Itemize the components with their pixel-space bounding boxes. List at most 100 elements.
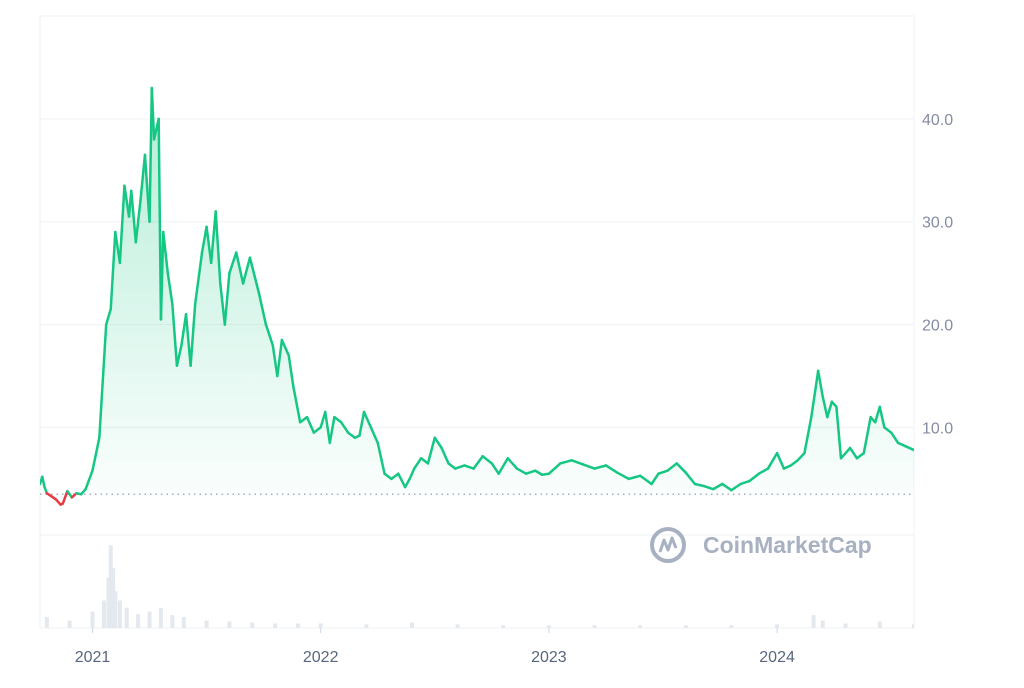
price-line-segment <box>826 400 834 419</box>
price-line-segment <box>440 446 450 465</box>
volume-bar <box>912 624 914 628</box>
price-line-segment <box>403 477 411 489</box>
volume-bar <box>90 611 95 628</box>
price-line-segment <box>292 385 302 424</box>
grid-layer <box>39 15 915 629</box>
volume-bar <box>409 622 414 628</box>
price-line-segment <box>821 395 829 419</box>
price-line-segment <box>547 462 562 475</box>
volume-bar <box>111 568 116 628</box>
price-line-segment <box>721 482 733 492</box>
price-line-segment <box>161 230 170 275</box>
price-line-segment <box>219 282 227 326</box>
volume-bar <box>820 620 825 628</box>
y-tick-label: 10.0 <box>922 420 953 437</box>
price-line-segment <box>711 482 724 491</box>
line-layer <box>40 86 914 506</box>
volume-bar <box>729 625 734 628</box>
price-line-segment <box>739 479 751 486</box>
x-tick-label: 2024 <box>759 649 795 666</box>
price-line-segment <box>782 464 793 470</box>
price-line-segment <box>433 436 443 450</box>
volume-bar <box>117 600 122 628</box>
price-line-segment <box>193 251 204 306</box>
volume-bar <box>843 623 848 628</box>
volume-bar <box>455 624 460 628</box>
price-line-segment <box>358 410 366 437</box>
volume-bar <box>147 611 152 628</box>
price-line-segment <box>84 469 94 491</box>
price-line-segment <box>412 457 423 470</box>
x-tick-label: 2021 <box>75 649 111 666</box>
volume-layer <box>44 545 914 628</box>
price-line-segment <box>533 469 544 476</box>
volume-bar <box>158 607 163 628</box>
price-line-segment <box>524 469 537 475</box>
volume-bar <box>877 621 882 628</box>
price-line-segment <box>305 415 316 434</box>
price-line-segment <box>276 338 284 378</box>
volume-bar <box>250 622 255 628</box>
y-axis-ticks: 10.0 20.0 30.0 40.0 <box>922 112 953 438</box>
price-line-segment <box>339 421 350 434</box>
price-line-segment <box>205 225 213 265</box>
volume-bar <box>181 616 186 628</box>
volume-bar <box>170 615 175 628</box>
y-tick-label: 30.0 <box>922 215 953 232</box>
volume-bar <box>44 616 49 628</box>
price-line-segment <box>241 256 252 285</box>
x-axis-ticks: 2021 2022 2023 2024 <box>75 628 795 666</box>
price-line-segment <box>280 338 290 357</box>
volume-bar <box>136 614 141 628</box>
coinmarketcap-watermark: CoinMarketCap <box>650 527 872 563</box>
price-line-segment <box>878 405 886 429</box>
price-line-segment <box>104 307 112 326</box>
watermark-text: CoinMarketCap <box>703 532 872 558</box>
price-line-segment <box>810 369 820 419</box>
volume-bar <box>204 620 209 628</box>
price-line-segment <box>426 436 437 465</box>
volume-bar <box>683 625 688 628</box>
price-line-segment <box>730 482 742 492</box>
price-line-segment <box>835 405 843 460</box>
price-line-segment <box>397 472 407 489</box>
price-line-segment <box>419 457 430 465</box>
price-line-segment <box>134 199 142 244</box>
y-tick-label: 20.0 <box>922 318 953 335</box>
price-line-segment <box>41 475 46 489</box>
price-line-segment <box>214 210 222 285</box>
price-line-segment <box>312 426 322 434</box>
price-line-segment <box>166 271 174 306</box>
price-line-segment <box>883 426 893 434</box>
area-layer <box>40 88 914 495</box>
price-line-segment <box>333 415 343 424</box>
price-line-segment <box>383 472 393 481</box>
price-line-segment <box>362 410 373 429</box>
price-line-segment <box>454 464 466 470</box>
price-line-segment <box>581 463 596 470</box>
price-line-segment <box>816 369 824 398</box>
volume-bar <box>106 577 111 628</box>
volume-bar <box>364 624 369 628</box>
price-line-segment <box>390 472 400 481</box>
price-line-segment <box>855 451 866 460</box>
price-line-segment <box>693 482 706 488</box>
price-line-segment <box>559 459 573 465</box>
price-line-segment <box>684 471 697 486</box>
price-line-segment <box>463 464 475 470</box>
volume-bar <box>501 625 506 628</box>
price-line-segment <box>248 256 261 295</box>
price-line-segment <box>862 415 872 455</box>
price-line-segment <box>264 323 275 347</box>
price-line-segment <box>447 462 457 470</box>
price-line-segment <box>889 431 900 445</box>
price-line-segment <box>666 462 678 472</box>
volume-bar <box>811 615 816 628</box>
price-line-segment <box>157 117 163 321</box>
price-line-segment <box>61 489 69 505</box>
price-line-segment <box>175 343 183 367</box>
price-line-segment <box>593 464 608 470</box>
price-line-segment <box>200 225 208 254</box>
volume-bar <box>775 624 780 628</box>
